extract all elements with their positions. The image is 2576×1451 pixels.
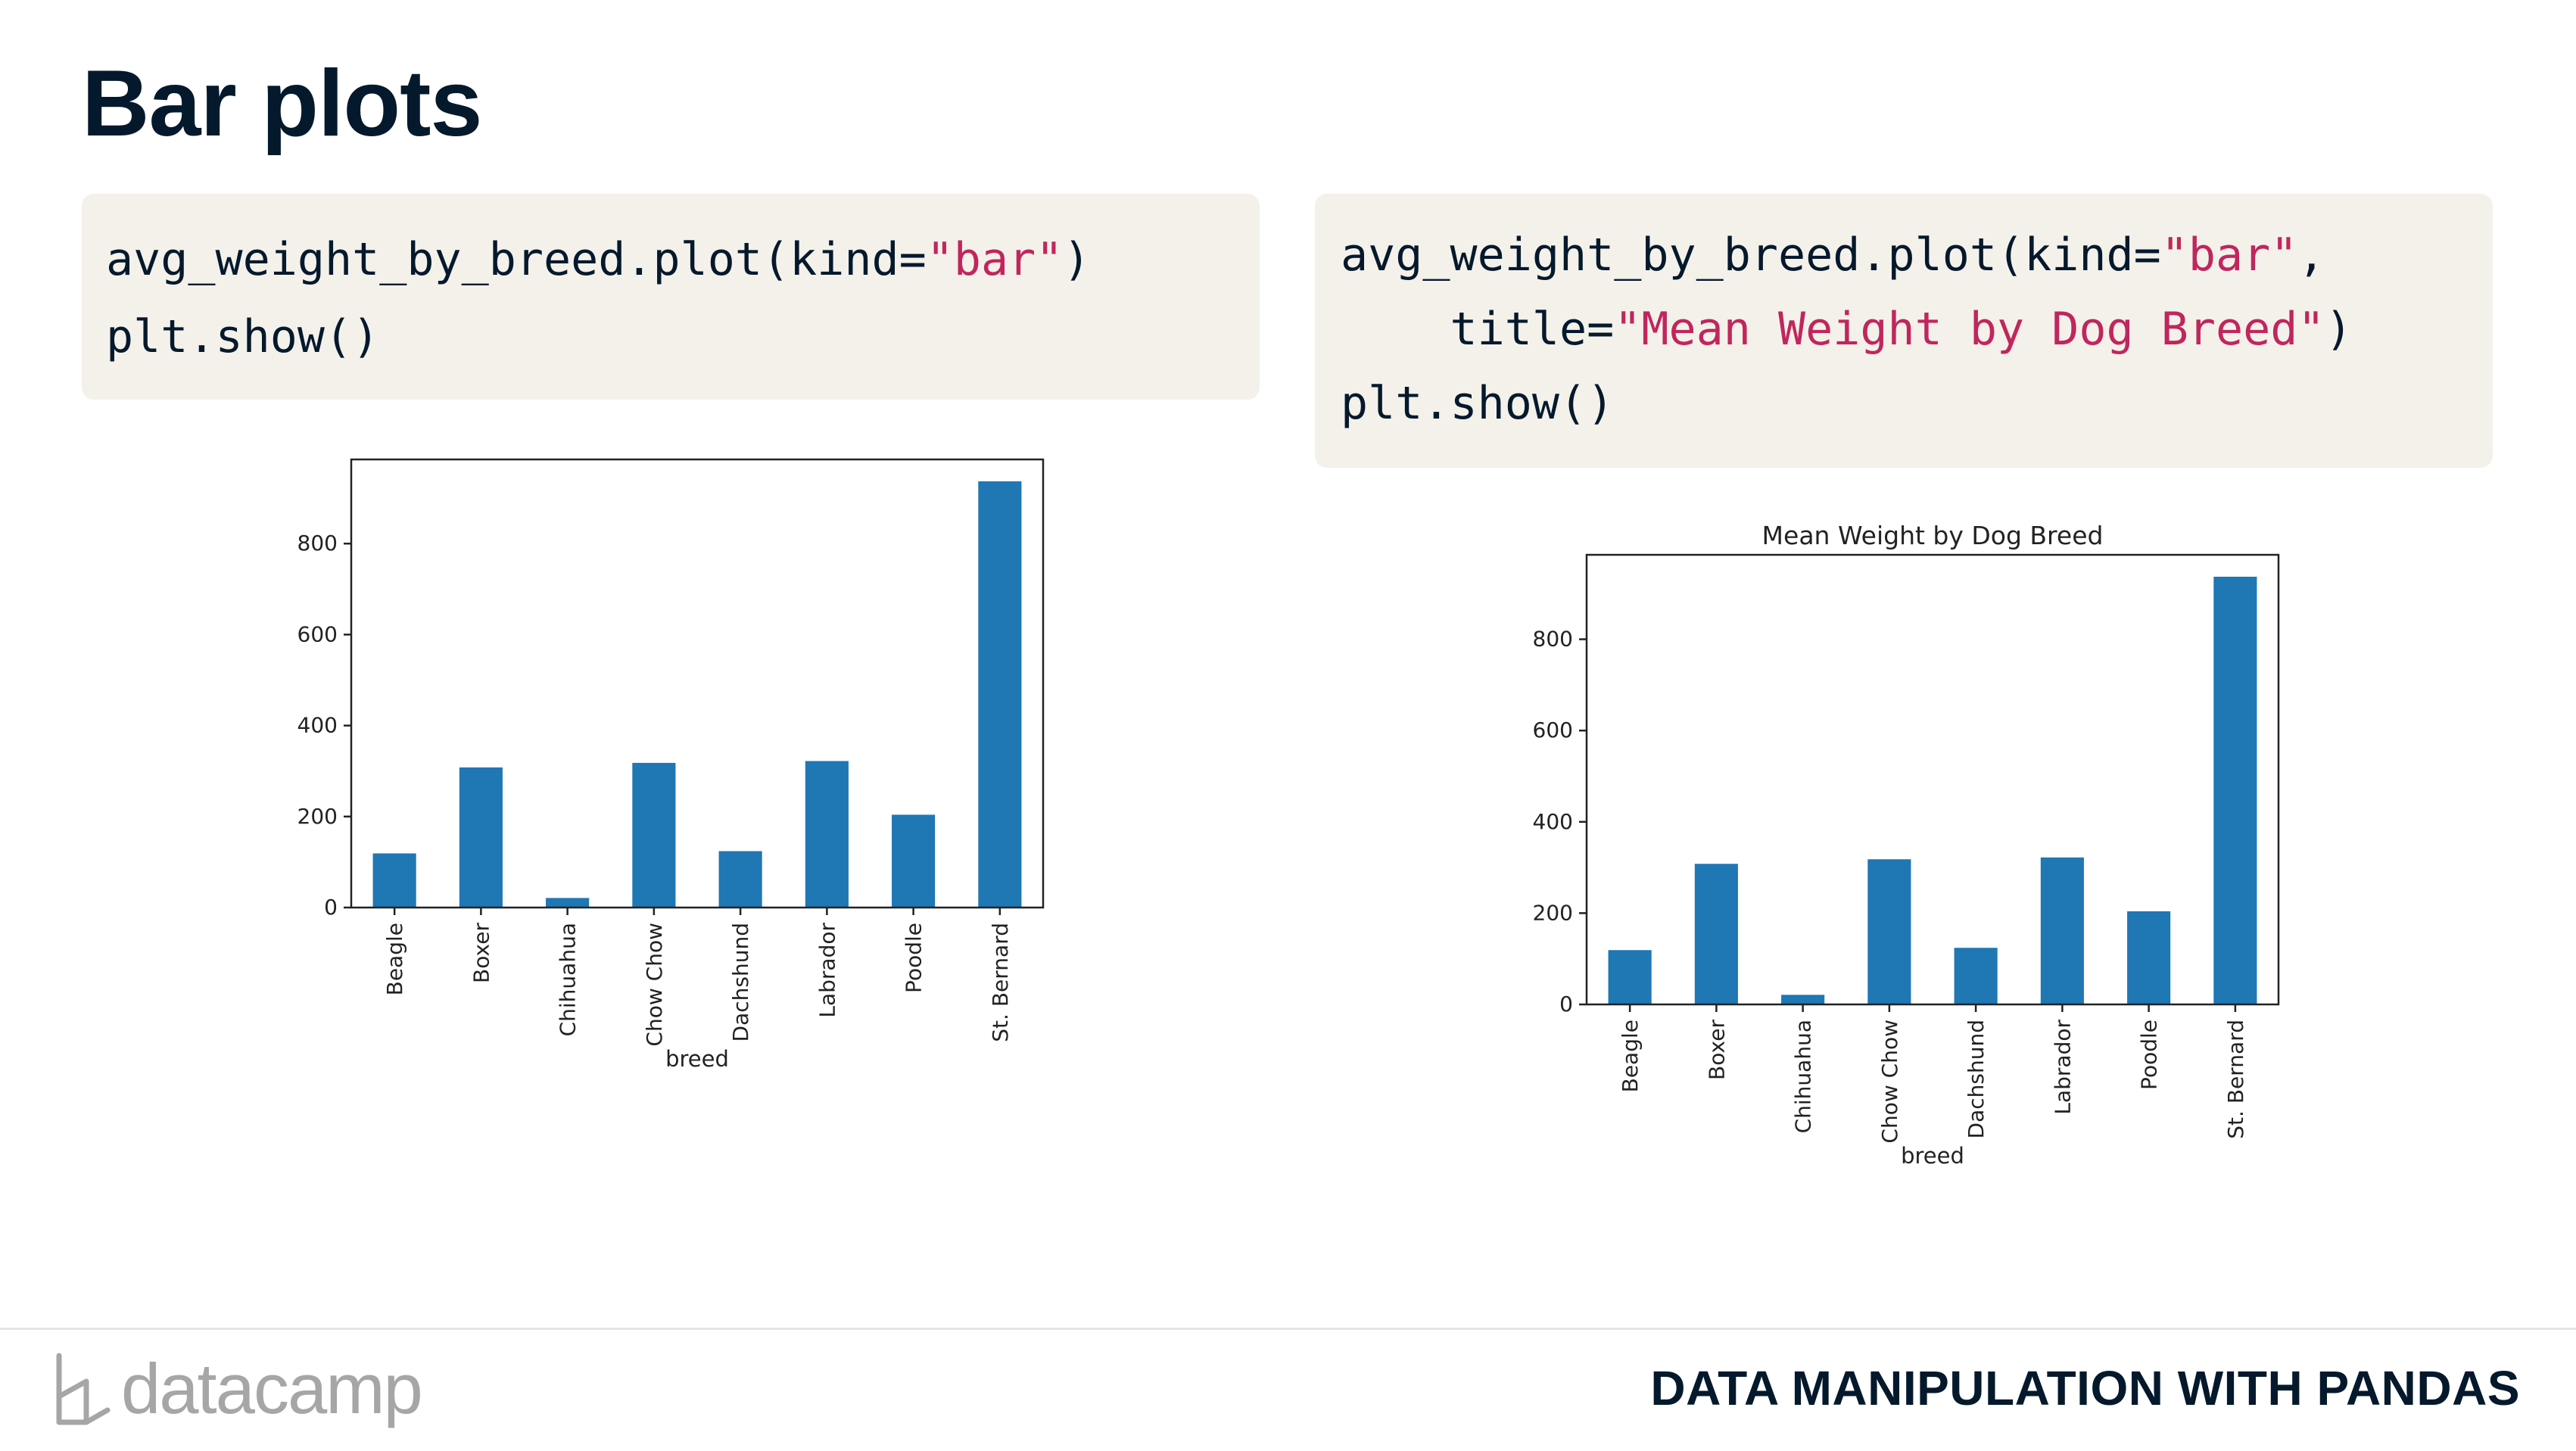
y-tick-label: 600 xyxy=(297,621,338,646)
x-tick-label: Boxer xyxy=(469,923,494,983)
course-name: DATA MANIPULATION WITH PANDAS xyxy=(1650,1361,2520,1415)
y-tick-label: 400 xyxy=(1533,809,1573,834)
plot-frame xyxy=(350,458,1045,909)
bar xyxy=(1954,948,1998,1004)
bar xyxy=(2127,911,2171,1004)
bar xyxy=(632,762,676,908)
x-tick-label: Dachshund xyxy=(1964,1020,1989,1138)
footer-divider xyxy=(0,1328,2576,1330)
x-axis-label: breed xyxy=(1901,1143,1964,1169)
x-tick-label: Beagle xyxy=(382,923,407,995)
code-text: ) xyxy=(1063,233,1091,286)
y-tick-label: 0 xyxy=(324,895,338,920)
bar xyxy=(1781,995,1825,1004)
x-tick-label: Chow Chow xyxy=(642,923,667,1047)
y-tick-label: 400 xyxy=(297,713,338,738)
x-tick-label: Labrador xyxy=(815,923,839,1018)
slide-title: Bar plots xyxy=(82,51,482,156)
chart-2: 0 200 400 600 800 Beagle Boxer Chihuahua Chow Ch… xyxy=(1533,521,2280,1169)
bar xyxy=(1867,859,1911,1004)
code-text: title= xyxy=(1341,303,1615,356)
y-tick-label: 800 xyxy=(297,531,338,556)
datacamp-logo-icon xyxy=(56,1353,111,1425)
x-tick-label: St. Bernard xyxy=(2223,1020,2248,1139)
x-tick-label: St. Bernard xyxy=(988,923,1013,1042)
x-tick-label: Chihuahua xyxy=(556,923,581,1036)
bar xyxy=(2040,857,2084,1004)
code-line: avg_weight_by_breed.plot(kind="bar") xyxy=(106,233,1090,286)
bar xyxy=(1608,950,1652,1004)
code-text: , xyxy=(2297,229,2325,282)
code-string: "bar" xyxy=(926,233,1064,286)
code-block-left: avg_weight_by_breed.plot(kind="bar") plt… xyxy=(82,194,1260,400)
bar xyxy=(2213,576,2257,1004)
plot-frame xyxy=(1585,553,2280,1006)
x-tick-label: Boxer xyxy=(1704,1020,1729,1080)
code-string: "Mean Weight by Dog Breed" xyxy=(1614,303,2325,356)
code-line: avg_weight_by_breed.plot(kind="bar", xyxy=(1341,229,2325,282)
datacamp-logo: datacamp xyxy=(53,1347,423,1431)
x-tick-label: Chihuahua xyxy=(1791,1020,1816,1133)
bar xyxy=(805,761,849,908)
bar xyxy=(459,767,503,908)
bar xyxy=(892,814,936,908)
x-tick-label: Beagle xyxy=(1618,1020,1643,1092)
bar xyxy=(718,851,762,908)
chart-title: Mean Weight by Dog Breed xyxy=(1762,521,2104,550)
x-tick-label: Chow Chow xyxy=(1877,1020,1902,1144)
code-string: "bar" xyxy=(2160,229,2298,282)
y-tick-label: 800 xyxy=(1533,627,1573,652)
y-tick-label: 200 xyxy=(297,804,338,829)
code-text: ) xyxy=(2325,303,2353,356)
y-tick-label: 0 xyxy=(1559,992,1573,1017)
x-axis-label: breed xyxy=(665,1046,729,1072)
x-tick-label: Dachshund xyxy=(728,923,753,1042)
code-line: plt.show() xyxy=(1341,377,1615,430)
code-line: title="Mean Weight by Dog Breed") xyxy=(1341,303,2353,356)
x-tick-label: Poodle xyxy=(2137,1020,2162,1090)
bar xyxy=(372,853,416,908)
bar xyxy=(546,898,590,908)
logo-wordmark: datacamp xyxy=(121,1349,423,1428)
bar xyxy=(978,481,1022,908)
bar xyxy=(1694,864,1738,1004)
y-tick-label: 600 xyxy=(1533,718,1573,743)
x-tick-label: Poodle xyxy=(902,923,927,993)
y-tick-label: 200 xyxy=(1533,900,1573,925)
code-text: avg_weight_by_breed.plot(kind= xyxy=(1341,229,2161,282)
chart-1: 0 200 400 600 800 Beagle Boxer Chihuahua Chow Ch… xyxy=(297,458,1045,1072)
code-line: plt.show() xyxy=(106,310,380,363)
code-text: avg_weight_by_breed.plot(kind= xyxy=(106,233,927,286)
x-tick-label: Labrador xyxy=(2050,1020,2075,1115)
code-block-right: avg_weight_by_breed.plot(kind="bar", tit… xyxy=(1315,194,2493,468)
